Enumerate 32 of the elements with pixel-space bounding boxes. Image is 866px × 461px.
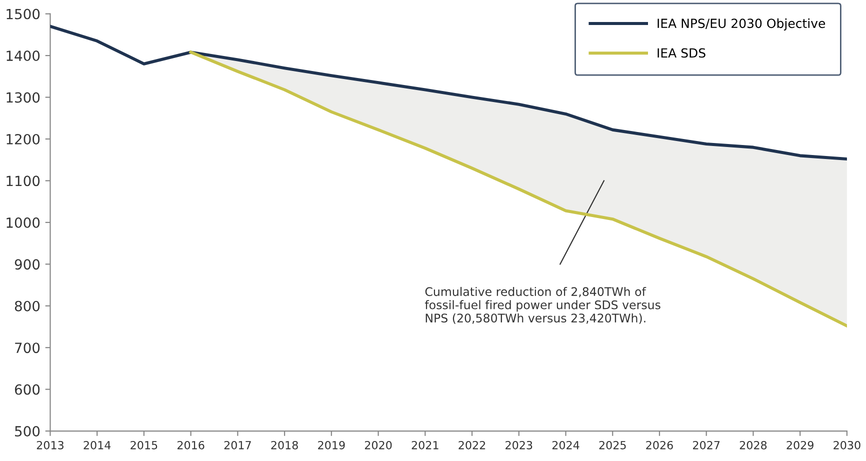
y-tick-label: 500 bbox=[15, 426, 40, 437]
x-tick-label: 2013 bbox=[36, 440, 64, 450]
y-tick-label: 1500 bbox=[6, 8, 40, 20]
x-tick-label: 2017 bbox=[224, 440, 251, 450]
x-tick-label: 2016 bbox=[178, 440, 204, 450]
x-tick-label: 2027 bbox=[693, 440, 720, 450]
x-tick-label: 2023 bbox=[506, 440, 532, 450]
x-tick-label: 2018 bbox=[271, 440, 298, 450]
annotation: Cumulative reduction of 2,840TWh of fossil-fuel fired power under SDS versus NPS (20,580TWh versus 23,420TWh). bbox=[424, 286, 660, 324]
y-tick-label: 600 bbox=[14, 384, 40, 395]
x-tick-label: 2022 bbox=[458, 440, 486, 450]
y-tick-label: 1000 bbox=[6, 217, 40, 228]
legend-label: IEA NPS/EU 2030 Objective bbox=[658, 18, 826, 30]
x-tick-label: 2028 bbox=[740, 440, 767, 450]
x-tick-label: 2014 bbox=[84, 440, 111, 450]
legend-label: IEA SDS bbox=[658, 48, 706, 58]
x-tick-label: 2029 bbox=[786, 440, 814, 450]
y-tick-label: 900 bbox=[14, 259, 40, 270]
x-tick-label: 2015 bbox=[130, 440, 158, 450]
y-tick-label: 1200 bbox=[6, 134, 40, 144]
x-tick-label: 2021 bbox=[412, 440, 438, 450]
y-tick-label: 700 bbox=[15, 342, 40, 354]
x-tick-label: 2030 bbox=[834, 440, 860, 450]
y-tick-label: 800 bbox=[14, 300, 40, 312]
x-tick-label: 2019 bbox=[318, 440, 345, 450]
y-tick-label: 1400 bbox=[6, 50, 40, 62]
x-tick-label: 2026 bbox=[646, 440, 673, 450]
x-tick-label: 2020 bbox=[364, 440, 392, 450]
x-tick-label: 2025 bbox=[599, 440, 626, 450]
y-tick-label: 1300 bbox=[6, 92, 40, 103]
x-tick-label: 2024 bbox=[552, 440, 580, 450]
y-tick-label: 1100 bbox=[6, 176, 40, 186]
